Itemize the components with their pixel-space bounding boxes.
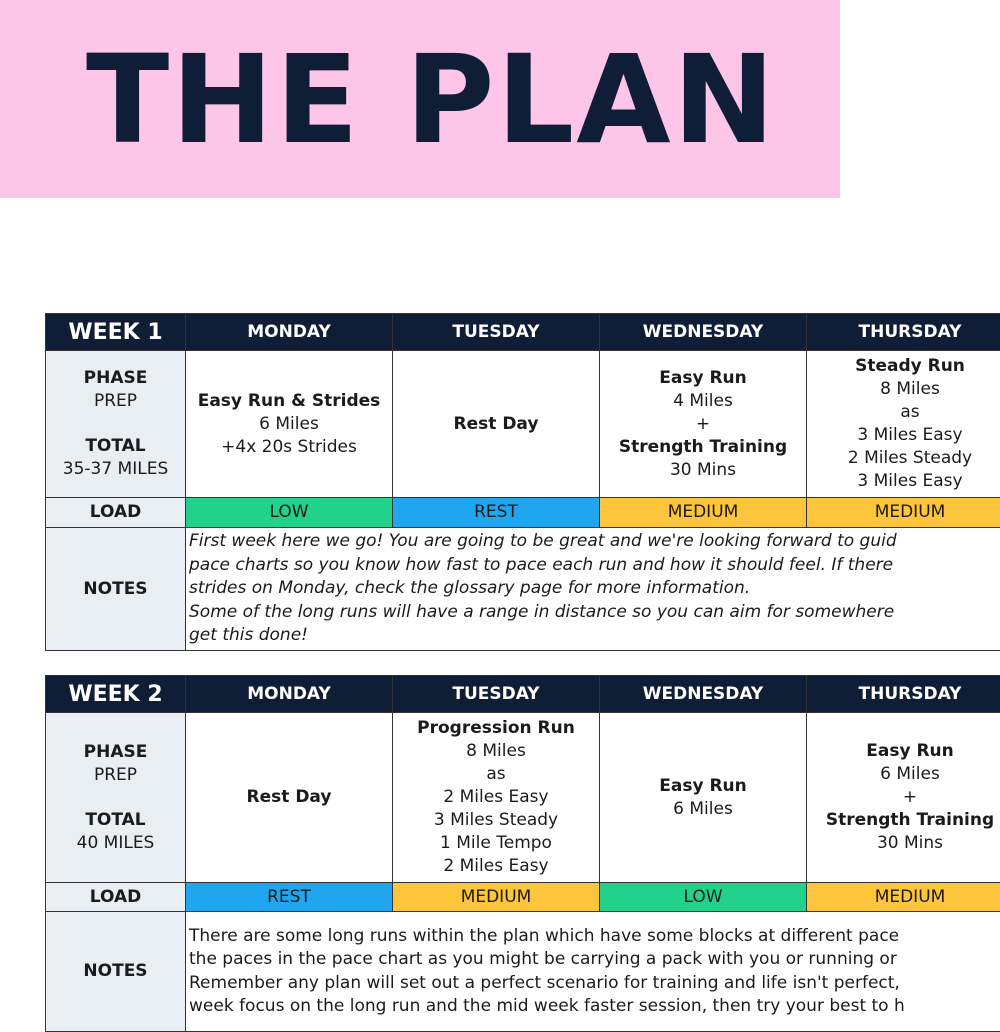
week-label: WEEK 1	[46, 314, 186, 351]
phase-label: PHASE	[83, 368, 148, 388]
total-label: TOTAL	[85, 809, 146, 830]
session-cell: Progression Run 8 Miles as 2 Miles Easy 3 Mi…	[393, 713, 600, 883]
session-cell: Easy Run & Strides 6 Miles +4x 20s Strides	[186, 351, 393, 498]
session-line: 1 Mile Tempo	[440, 833, 552, 853]
week-table: WEEK 1 MONDAY TUESDAY WEDNESDAY THURSDAY PHAS…	[45, 313, 1000, 651]
notes-label: NOTES	[46, 528, 186, 651]
session-line: 2 Miles Steady	[847, 448, 973, 468]
load-cell: MEDIUM	[600, 498, 807, 528]
session-line: 6 Miles	[880, 764, 940, 784]
session-cell: Easy Run 6 Miles	[600, 713, 807, 883]
session-line: 4 Miles	[673, 390, 733, 411]
load-cell: LOW	[600, 883, 807, 912]
session-line: +	[902, 787, 918, 807]
session-line: +4x 20s Strides	[221, 436, 357, 457]
load-cell: MEDIUM	[393, 883, 600, 912]
title: THE PLAN	[86, 29, 777, 171]
phase-label: PHASE	[83, 741, 148, 762]
session-line: 3 Miles Steady	[433, 810, 559, 830]
total: 40 MILES	[76, 832, 155, 853]
day-header: THURSDAY	[807, 314, 1000, 351]
total: 35-37 MILES	[62, 459, 169, 479]
session-line: 8 Miles	[466, 741, 526, 761]
week-label: WEEK 2	[46, 676, 186, 713]
session-line: 8 Miles	[880, 379, 940, 399]
notes-line: Some of the long runs will have a range …	[189, 601, 895, 622]
session-line: 6 Miles	[673, 798, 733, 819]
day-header: MONDAY	[186, 314, 393, 351]
load-cell: MEDIUM	[807, 883, 1000, 912]
session-line: Progression Run	[417, 718, 575, 738]
day-header: THURSDAY	[807, 676, 1000, 713]
session-line: Strength Training	[825, 810, 995, 830]
session-line: 2 Miles Easy	[443, 787, 549, 807]
session-line: Rest Day	[246, 787, 332, 807]
notes-line: strides on Monday, check the glossary pa…	[189, 578, 751, 599]
load-cell: REST	[186, 883, 393, 912]
table-grid: WEEK 2 MONDAY TUESDAY WEDNESDAY THURSDAY PHAS…	[45, 675, 1000, 1032]
load-cell: MEDIUM	[807, 498, 1000, 528]
session-line: 3 Miles Easy	[857, 471, 963, 491]
session-line: Easy Run	[659, 367, 747, 388]
session-line: Rest Day	[453, 413, 539, 434]
day-header: WEDNESDAY	[600, 314, 807, 351]
phase: PREP	[93, 764, 138, 785]
notes-cell: First week here we go! You are going to …	[186, 528, 1000, 651]
banner: THE PLAN	[0, 0, 840, 198]
phase: PREP	[93, 391, 138, 411]
notes-line: week focus on the long run and the mid w…	[189, 996, 905, 1016]
session-line: Steady Run	[855, 356, 965, 376]
load-label: LOAD	[46, 498, 186, 528]
session-line: as	[486, 764, 506, 784]
session-line: 3 Miles Easy	[857, 425, 963, 445]
day-header: TUESDAY	[393, 314, 600, 351]
session-line: Easy Run & Strides	[197, 390, 381, 411]
notes-line: get this done!	[189, 625, 308, 646]
session-cell: Rest Day	[393, 351, 600, 498]
summary-cell: PHASE PREP TOTAL 35-37 MILES	[46, 351, 186, 498]
notes-cell: There are some long runs within the plan…	[186, 912, 1000, 1032]
notes-line: Remember any plan will set out a perfect…	[189, 972, 900, 993]
session-line: Easy Run	[659, 775, 747, 796]
session-line: 30 Mins	[669, 459, 737, 480]
total-label: TOTAL	[85, 436, 146, 456]
session-line: 30 Mins	[876, 833, 944, 853]
day-header: WEDNESDAY	[600, 676, 807, 713]
session-line: Strength Training	[618, 436, 788, 457]
load-cell: REST	[393, 498, 600, 528]
load-label: LOAD	[46, 883, 186, 912]
session-line: 6 Miles	[259, 413, 319, 434]
table-grid: WEEK 1 MONDAY TUESDAY WEDNESDAY THURSDAY PHAS…	[45, 313, 1000, 651]
session-cell: Easy Run 4 Miles + Strength Training 30 Mins	[600, 351, 807, 498]
session-line: Easy Run	[866, 741, 954, 761]
session-line: as	[900, 402, 920, 422]
session-line: 2 Miles Easy	[443, 856, 549, 876]
day-header: MONDAY	[186, 676, 393, 713]
summary-cell: PHASE PREP TOTAL 40 MILES	[46, 713, 186, 883]
notes-line: pace charts so you know how fast to pace…	[189, 554, 894, 575]
notes-label: NOTES	[46, 912, 186, 1032]
notes-line: the paces in the pace chart as you might…	[189, 949, 897, 969]
load-cell: LOW	[186, 498, 393, 528]
session-line: +	[695, 413, 711, 434]
notes-line: There are some long runs within the plan…	[189, 925, 900, 946]
notes-line: First week here we go! You are going to …	[189, 531, 897, 552]
session-cell: Easy Run 6 Miles + Strength Training 30 Mins	[807, 713, 1000, 883]
session-cell: Rest Day	[186, 713, 393, 883]
day-header: TUESDAY	[393, 676, 600, 713]
week-table: WEEK 2 MONDAY TUESDAY WEDNESDAY THURSDAY PHAS…	[45, 675, 1000, 1032]
session-cell: Steady Run 8 Miles as 3 Miles Easy 2 Miles S…	[807, 351, 1000, 498]
